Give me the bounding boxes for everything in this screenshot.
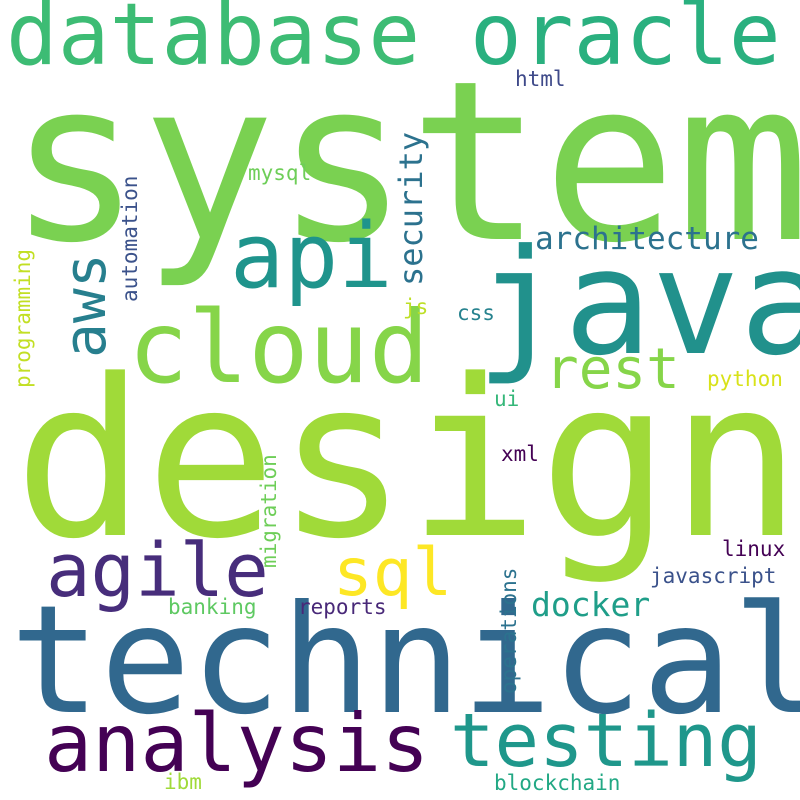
word-database: database — [6, 0, 421, 85]
word-analysis: analysis — [44, 697, 430, 790]
word-linux: linux — [722, 537, 786, 561]
word-migration: migration — [257, 454, 281, 568]
word-programming: programming — [11, 248, 35, 388]
word-banking: banking — [168, 595, 257, 619]
word-blockchain: blockchain — [494, 771, 621, 795]
word-technical: technical — [10, 574, 800, 748]
word-system: system — [8, 34, 800, 292]
word-cloud: cloud — [128, 289, 430, 406]
word-js: js — [403, 295, 429, 319]
word-mysql: mysql — [248, 161, 312, 185]
word-reports: reports — [298, 595, 387, 619]
word-api: api — [230, 204, 393, 309]
word-automation: automation — [118, 175, 142, 302]
word-agile: agile — [46, 528, 269, 614]
word-testing: testing — [450, 698, 762, 784]
word-architecture: architecture — [535, 221, 759, 257]
word-css: css — [457, 301, 495, 325]
word-security: security — [392, 131, 430, 286]
word-java: java — [476, 218, 800, 388]
word-oracle: oracle — [470, 0, 781, 85]
word-html: html — [515, 67, 566, 91]
word-sql: sql — [333, 534, 453, 611]
word-ibm: ibm — [164, 770, 202, 794]
word-docker: docker — [531, 585, 651, 624]
word-operations: operations — [497, 567, 521, 694]
word-rest: rest — [545, 337, 680, 402]
word-aws: aws — [51, 253, 119, 358]
word-xml: xml — [501, 442, 539, 466]
word-design: design — [14, 334, 800, 587]
word-ui: ui — [494, 387, 520, 411]
word-python: python — [707, 367, 783, 391]
word-javascript: javascript — [650, 564, 777, 588]
